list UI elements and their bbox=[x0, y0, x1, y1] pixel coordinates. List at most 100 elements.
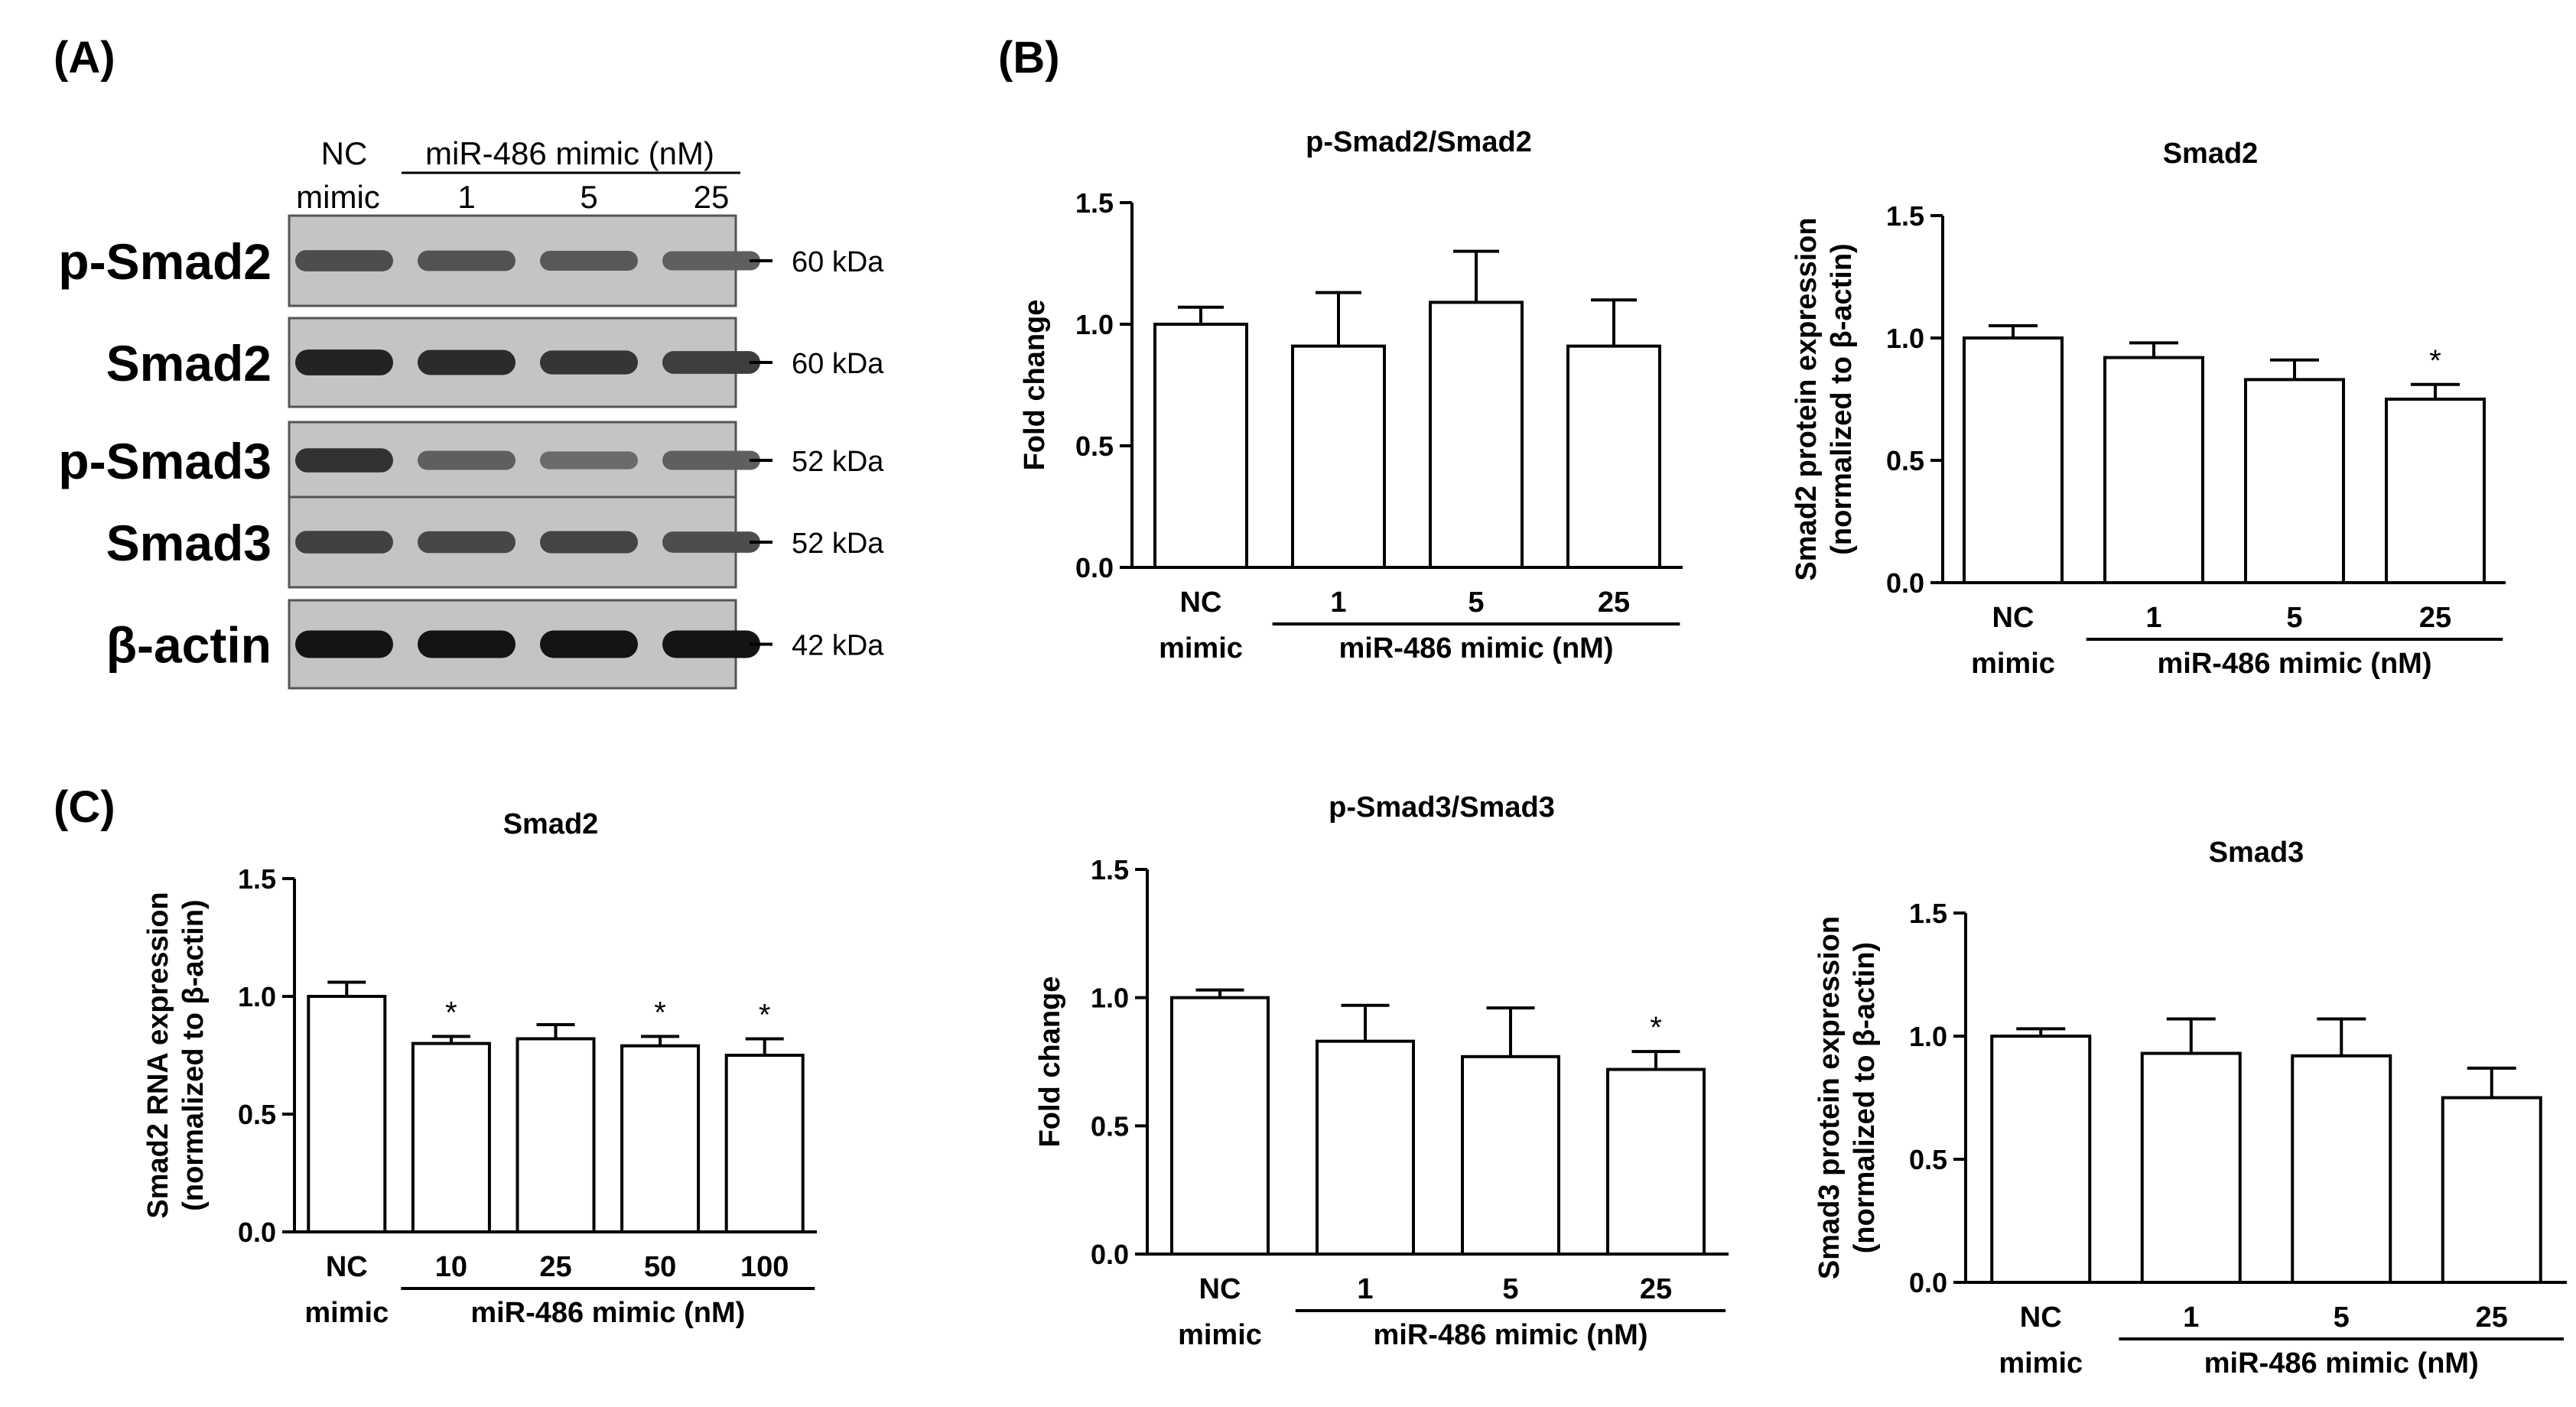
bar bbox=[1461, 1054, 1560, 1256]
blot-band bbox=[418, 531, 516, 554]
y-tick-label: 0.0 bbox=[1091, 1239, 1129, 1270]
bar bbox=[2103, 356, 2204, 584]
panel-label-c: (C) bbox=[54, 782, 115, 832]
panel-label-a: (A) bbox=[54, 33, 115, 83]
x-tick-label: NC bbox=[1199, 1273, 1241, 1305]
y-tick-label: 1.0 bbox=[1091, 983, 1129, 1014]
blot-kda-label: 42 kDa bbox=[792, 630, 884, 662]
blot-header-group: miR-486 mimic (nM) bbox=[425, 135, 714, 171]
chart-title: Smad2 bbox=[503, 808, 599, 840]
blot-row-label: p-Smad2 bbox=[58, 233, 272, 290]
x-tick-label: 1 bbox=[2145, 602, 2161, 634]
blot-band bbox=[295, 630, 393, 658]
chart-c1: Smad2 0.0 0.5 1.0 1.5 Smad2 RNA expression (no… bbox=[142, 808, 817, 1329]
blot-band bbox=[540, 451, 638, 470]
blot-band bbox=[295, 250, 393, 271]
blot-band bbox=[540, 630, 638, 658]
y-tick-label: 0.5 bbox=[1075, 431, 1114, 462]
y-tick-label: 1.0 bbox=[1886, 323, 1924, 354]
blot-band bbox=[295, 349, 393, 375]
blot-band bbox=[418, 450, 516, 470]
y-tick-label: 0.5 bbox=[238, 1099, 276, 1130]
y-tick-label: 1.5 bbox=[238, 863, 276, 895]
x-tick-label: 1 bbox=[1330, 587, 1346, 619]
x-group-label: miR-486 mimic (nM) bbox=[2204, 1347, 2479, 1379]
x-tick-label: 25 bbox=[539, 1251, 571, 1283]
chart-title: p-Smad3/Smad3 bbox=[1329, 791, 1555, 824]
x-tick-label: 1 bbox=[2183, 1301, 2199, 1334]
bar bbox=[1606, 1067, 1706, 1256]
blot-band bbox=[662, 630, 760, 658]
significance-star: * bbox=[445, 996, 457, 1029]
y-axis-label: Smad3 protein expression bbox=[1813, 916, 1846, 1279]
x-tick-label: 50 bbox=[644, 1251, 676, 1283]
blot-row-label: Smad2 bbox=[106, 335, 272, 392]
chart-b1: p-Smad2/Smad2 0.0 0.5 1.0 1.5 Fold change NC 1 5… bbox=[1019, 126, 1683, 665]
blot-kda-label: 60 kDa bbox=[792, 348, 884, 380]
bar bbox=[1990, 1035, 2092, 1284]
x-sublabel-mimic: mimic bbox=[304, 1297, 389, 1329]
bar bbox=[411, 1041, 491, 1233]
blot-band bbox=[662, 450, 760, 470]
bar bbox=[1963, 336, 2064, 584]
x-tick-label: NC bbox=[2020, 1301, 2062, 1334]
bar bbox=[1429, 301, 1524, 569]
y-tick-label: 0.5 bbox=[1091, 1110, 1129, 1142]
blot-kda-label: 52 kDa bbox=[792, 446, 884, 478]
y-tick-label: 1.5 bbox=[1091, 854, 1129, 885]
x-tick-label: NC bbox=[1992, 602, 2034, 634]
bar bbox=[2244, 378, 2345, 584]
x-group-label: miR-486 mimic (nM) bbox=[1374, 1319, 1648, 1351]
x-tick-label: 100 bbox=[740, 1251, 789, 1283]
bar bbox=[2140, 1051, 2242, 1285]
x-tick-label: NC bbox=[326, 1251, 368, 1283]
bar bbox=[620, 1044, 701, 1234]
panel-label-b: (B) bbox=[998, 33, 1060, 83]
blot-header-nc: NC bbox=[321, 135, 368, 171]
y-axis-label: Fold change bbox=[1019, 300, 1051, 471]
blot-band bbox=[662, 351, 760, 374]
x-group-label: miR-486 mimic (nM) bbox=[470, 1297, 745, 1329]
bar bbox=[2385, 398, 2486, 584]
blot-band bbox=[295, 448, 393, 473]
y-tick-label: 0.5 bbox=[1909, 1144, 1947, 1175]
chart-title: p-Smad2/Smad2 bbox=[1306, 126, 1532, 158]
bar-charts: p-Smad2/Smad2 0.0 0.5 1.0 1.5 Fold change NC 1 5… bbox=[142, 126, 2567, 1379]
blot-row-label: β-actin bbox=[106, 617, 272, 674]
y-tick-label: 0.0 bbox=[1886, 567, 1924, 599]
chart-b2: Smad2 0.0 0.5 1.0 1.5 Smad2 protein expressio… bbox=[1791, 138, 2506, 680]
bar bbox=[307, 995, 387, 1233]
y-tick-label: 1.0 bbox=[1909, 1021, 1947, 1052]
bar bbox=[516, 1037, 596, 1233]
bar bbox=[724, 1054, 805, 1233]
bar bbox=[2291, 1054, 2392, 1284]
blot-header-mimic: mimic bbox=[296, 179, 380, 215]
y-tick-label: 0.0 bbox=[1909, 1267, 1947, 1298]
blot-dose-label: 25 bbox=[694, 179, 730, 215]
significance-star: * bbox=[759, 998, 771, 1032]
x-tick-label: 25 bbox=[1598, 587, 1630, 619]
blot-band bbox=[540, 531, 638, 554]
x-tick-label: 5 bbox=[2286, 602, 2302, 634]
y-tick-label: 0.5 bbox=[1886, 445, 1924, 476]
y-tick-label: 0.0 bbox=[238, 1217, 276, 1248]
blot-band bbox=[540, 350, 638, 375]
blot-band bbox=[418, 630, 516, 658]
blot-band bbox=[540, 250, 638, 271]
blot-dose-label: 5 bbox=[580, 179, 597, 215]
y-axis-label: (normalized to β-actin) bbox=[1826, 243, 1858, 554]
chart-title: Smad2 bbox=[2163, 138, 2259, 170]
x-tick-label: NC bbox=[1180, 587, 1222, 619]
bar bbox=[1170, 996, 1270, 1256]
y-axis-label: (normalized to β-actin) bbox=[177, 899, 210, 1210]
western-blot-panel: NC mimic miR-486 mimic (nM) 1 5 25 p-Smad2 60 k… bbox=[58, 135, 884, 690]
chart-title: Smad3 bbox=[2209, 837, 2304, 869]
chart-c3: Smad3 0.0 0.5 1.0 1.5 Smad3 protein expressio… bbox=[1813, 837, 2567, 1379]
blot-kda-label: 52 kDa bbox=[792, 528, 884, 560]
x-group-label: miR-486 mimic (nM) bbox=[1339, 632, 1614, 665]
x-tick-label: 5 bbox=[1468, 587, 1484, 619]
x-tick-label: 5 bbox=[1502, 1273, 1518, 1305]
blot-dose-label: 1 bbox=[457, 179, 475, 215]
y-tick-label: 1.5 bbox=[1886, 200, 1924, 232]
